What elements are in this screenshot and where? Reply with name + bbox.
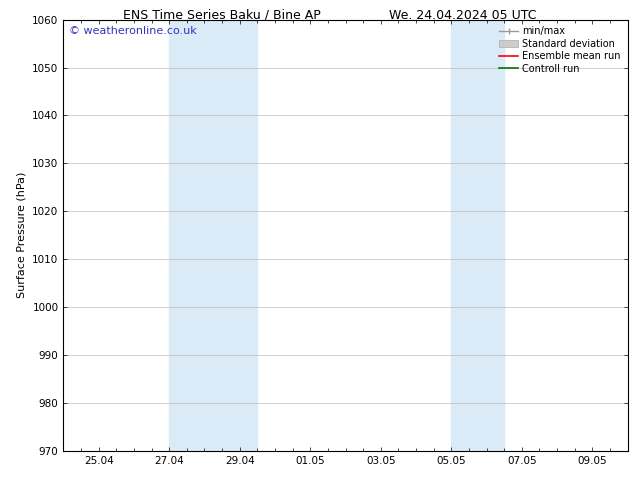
- Y-axis label: Surface Pressure (hPa): Surface Pressure (hPa): [16, 172, 27, 298]
- Bar: [451, 20, 504, 451]
- Text: We. 24.04.2024 05 UTC: We. 24.04.2024 05 UTC: [389, 9, 536, 22]
- Text: © weatheronline.co.uk: © weatheronline.co.uk: [69, 26, 197, 36]
- Text: ENS Time Series Baku / Bine AP: ENS Time Series Baku / Bine AP: [123, 9, 321, 22]
- Legend: min/max, Standard deviation, Ensemble mean run, Controll run: min/max, Standard deviation, Ensemble me…: [497, 24, 623, 75]
- Bar: [169, 20, 257, 451]
